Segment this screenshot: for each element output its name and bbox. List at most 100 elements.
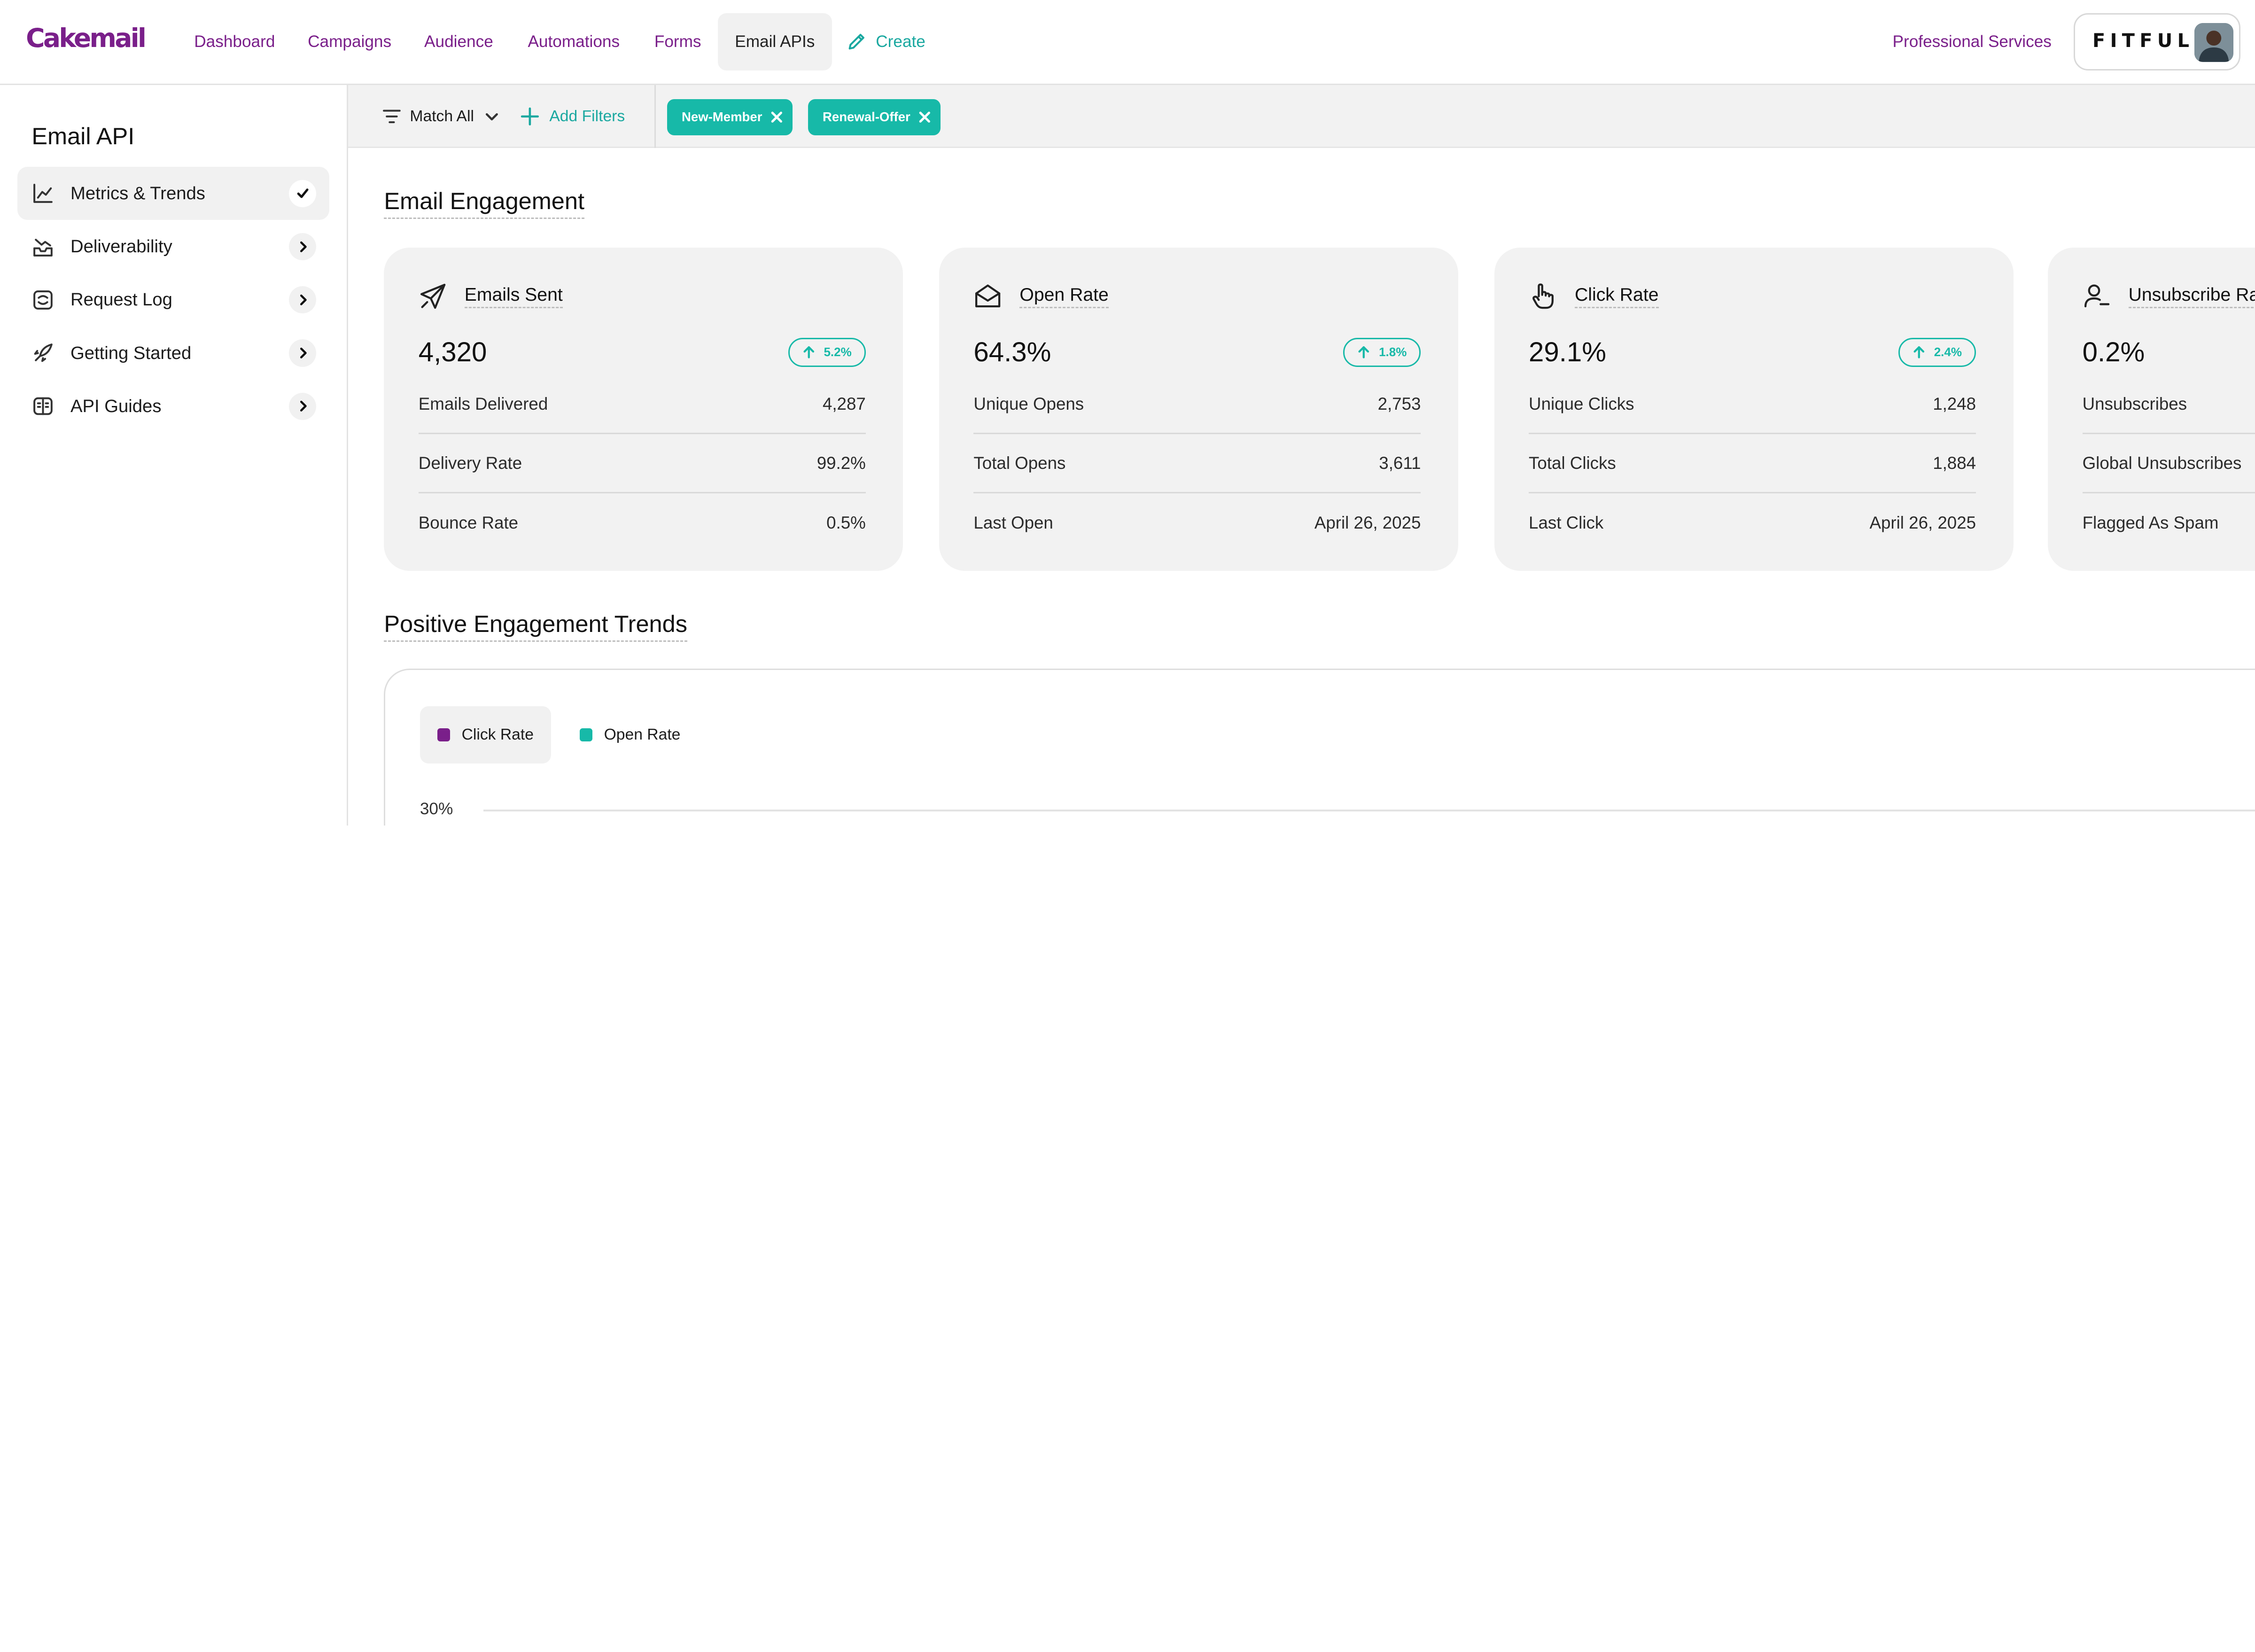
stat-label: Bounce Rate [418,513,519,532]
stat-value: 3,611 [1379,453,1421,473]
filter-chip-renewal-offer[interactable]: Renewal-Offer [808,99,941,135]
filter-divider [654,85,656,148]
trend-value: 5.2% [824,345,852,359]
trend-badge: 5.2% [788,338,866,367]
professional-services-link[interactable]: Professional Services [1892,32,2052,51]
stat-row: Global Unsubscribes [2082,434,2255,493]
app-root: Cakemail Dashboard Campaigns Audience Au… [0,0,2255,826]
stat-label: Global Unsubscribes [2082,453,2242,473]
stat-value: 2,753 [1377,394,1421,414]
trend-badge: 2.4% [1898,338,1976,367]
line-chart-icon [31,182,54,205]
card-value: 0.2% [2082,337,2145,368]
stat-label: Flagged As Spam [2082,513,2219,532]
create-label: Create [876,32,925,51]
create-button[interactable]: Create [828,13,942,70]
add-filters-label: Add Filters [549,107,625,125]
stat-value: 1,248 [1933,394,1976,414]
legend-open-rate[interactable]: Open Rate [571,706,689,764]
rocket-icon [31,342,54,365]
unsubscribe-rate-card: Unsubscribe Rate 0.2% Unsubscribes Globa… [2048,247,2255,571]
card-value: 64.3% [973,337,1051,368]
open-rate-card: Open Rate 64.3% 1.8% Unique Opens 2,753 … [939,247,1459,571]
chevron-down-icon [482,107,501,126]
sidebar: Email API Metrics & Trends Deliverabilit… [0,85,348,826]
brand-name: FITFUL [2092,30,2194,52]
sidebar-item-label: API Guides [70,396,162,416]
card-title[interactable]: Unsubscribe Rate [2128,285,2255,309]
arrow-up-icon [802,346,816,359]
card-value: 29.1% [1529,337,1606,368]
sidebar-title: Email API [31,123,135,150]
card-title[interactable]: Open Rate [1019,285,1109,309]
stat-value: 99.2% [816,453,866,473]
positive-engagement-trends-title: Positive Engagement Trends [384,610,687,642]
stat-label: Last Click [1529,513,1604,532]
nav-email-apis[interactable]: Email APIs [717,13,832,70]
y-axis-tick-label: 30% [420,800,453,818]
close-icon[interactable] [918,110,932,125]
stat-value: 1,884 [1933,453,1976,473]
sidebar-item-label: Request Log [70,289,172,310]
email-engagement-title: Email Engagement [384,187,585,219]
stat-label: Last Open [973,513,1053,532]
stat-row: Total Clicks 1,884 [1529,434,1976,493]
card-title[interactable]: Click Rate [1575,285,1659,309]
close-icon[interactable] [770,110,784,125]
emails-sent-card: Emails Sent 4,320 5.2% Emails Delivered … [384,247,903,571]
stat-label: Total Clicks [1529,453,1616,473]
book-icon [31,395,54,418]
nav-campaigns[interactable]: Campaigns [308,32,392,51]
filter-lines-icon [382,107,401,126]
stat-row: Last Click April 26, 2025 [1529,493,1976,553]
nav-automations[interactable]: Automations [528,32,620,51]
stat-label: Unique Clicks [1529,394,1634,414]
filter-chip-new-member[interactable]: New-Member [667,99,793,135]
stat-row: Last Open April 26, 2025 [973,493,1421,553]
stat-row: Bounce Rate 0.5% [419,493,866,553]
stat-label: Unique Opens [973,394,1084,414]
stat-value: 0.5% [826,513,866,532]
stat-label: Emails Delivered [418,394,548,414]
sidebar-item-deliverability[interactable]: Deliverability [17,220,329,273]
click-rate-swatch [437,728,451,741]
match-all-label: Match All [410,107,474,125]
top-navigation: Cakemail Dashboard Campaigns Audience Au… [0,0,2255,85]
nav-audience[interactable]: Audience [424,32,493,51]
legend-label: Click Rate [461,726,534,744]
sidebar-item-label: Metrics & Trends [70,183,205,203]
stat-label: Total Opens [973,453,1066,473]
nav-dashboard[interactable]: Dashboard [194,32,275,51]
engagement-trends-chart: Click Rate Open Rate [384,669,2255,826]
cakemail-logo[interactable]: Cakemail [26,23,147,53]
inbox-trend-icon [31,235,54,258]
chip-label: New-Member [681,109,762,125]
sidebar-item-request-log[interactable]: Request Log [17,273,329,327]
legend-click-rate[interactable]: Click Rate [420,706,551,764]
pointer-hand-icon [1529,282,1557,311]
stat-row: Unsubscribes [2082,375,2255,435]
stat-value: April 26, 2025 [1869,513,1976,532]
sidebar-item-api-guides[interactable]: API Guides [17,380,329,433]
stat-row: Total Opens 3,611 [973,434,1421,493]
account-switcher[interactable]: FITFUL [2074,13,2241,70]
trend-badge: 1.8% [1343,338,1421,367]
sidebar-item-metrics-trends[interactable]: Metrics & Trends [17,167,329,220]
open-envelope-icon [973,282,1002,311]
sidebar-item-getting-started[interactable]: Getting Started [17,327,329,380]
pencil-icon [846,31,867,53]
card-title[interactable]: Emails Sent [464,285,563,309]
checkmark-icon [289,179,317,207]
card-value: 4,320 [418,337,487,368]
add-filters-button[interactable]: Add Filters [521,85,625,148]
stat-row: Unique Clicks 1,248 [1529,375,1976,435]
stat-row: Unique Opens 2,753 [973,375,1421,435]
nav-forms[interactable]: Forms [654,32,701,51]
avatar [2194,23,2233,62]
arrow-up-icon [1357,346,1370,359]
stat-row: Delivery Rate 99.2% [418,434,866,493]
chart-gridline [483,810,2255,811]
match-all-dropdown[interactable]: Match All [382,85,501,148]
paper-plane-icon [419,282,447,311]
sidebar-item-label: Deliverability [70,236,172,257]
